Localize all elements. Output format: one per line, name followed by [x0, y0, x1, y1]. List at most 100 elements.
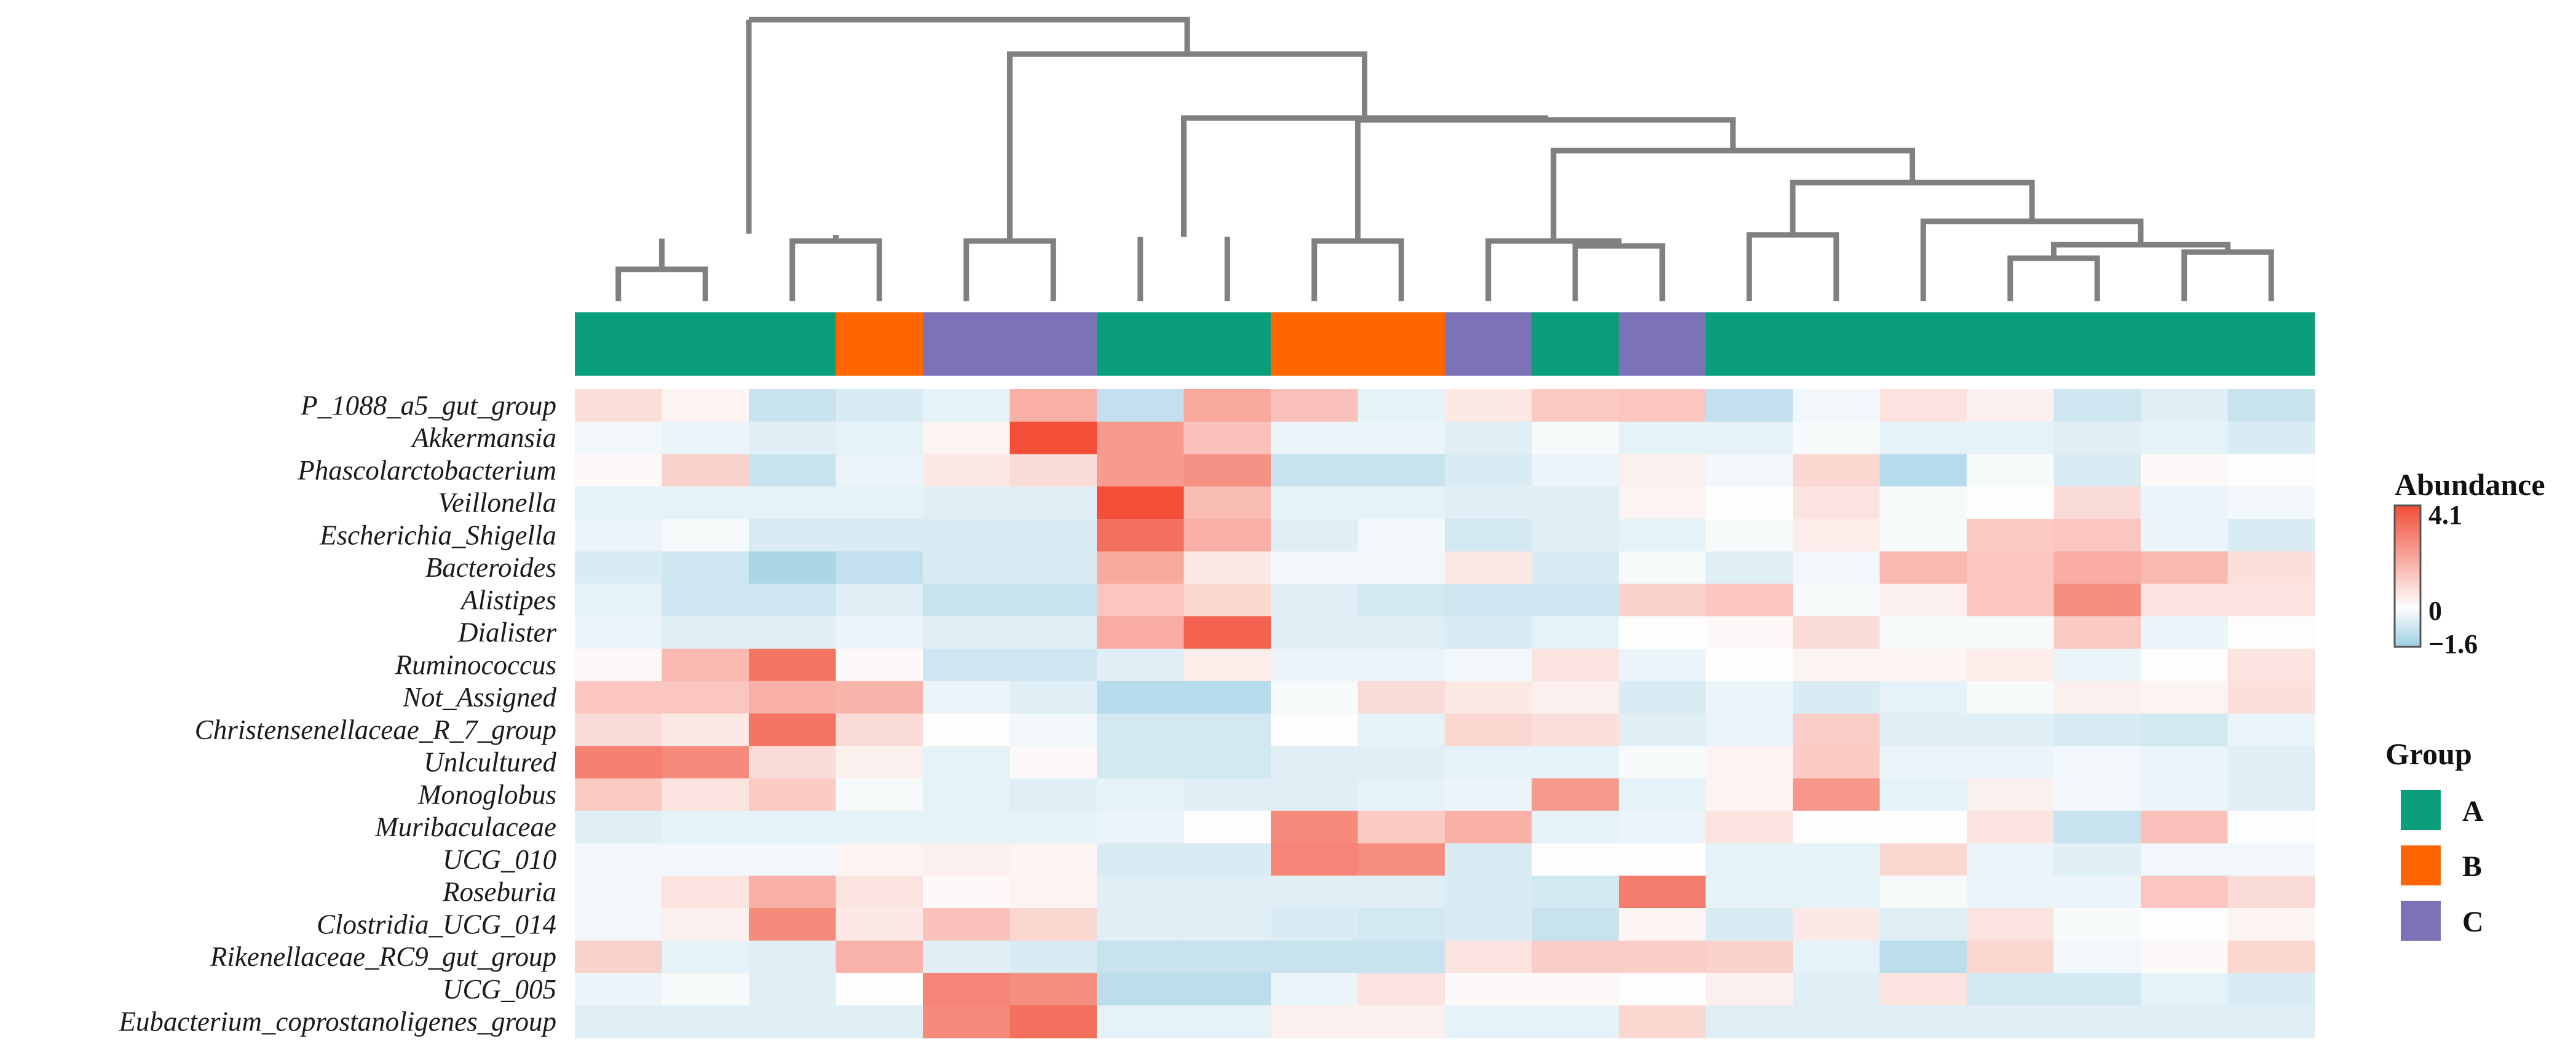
dendrogram-branch: [2007, 255, 2100, 301]
heatmap-cell: [575, 843, 663, 876]
row-label: Roseburia: [442, 877, 556, 908]
heatmap-cell: [1183, 519, 1271, 552]
heatmap-cell: [1271, 421, 1359, 455]
heatmap-cell: [1879, 746, 1967, 779]
heatmap-cell: [1445, 973, 1533, 1006]
dendrogram-branch: [963, 238, 1056, 301]
heatmap-cell: [1705, 551, 1793, 585]
heatmap-cell: [1445, 616, 1533, 649]
heatmap-cell: [2141, 908, 2229, 941]
row-label: Eubacterium_coprostanoligenes_group: [118, 1007, 556, 1037]
heatmap-cell: [1271, 681, 1359, 714]
heatmap-cell: [2227, 421, 2315, 455]
heatmap-cell: [575, 649, 663, 682]
heatmap-cell: [1879, 973, 1967, 1006]
heatmap-cell: [1967, 1005, 2055, 1038]
heatmap-cell: [2053, 713, 2141, 746]
heatmap-cell: [836, 616, 923, 649]
heatmap-cell: [662, 551, 749, 585]
heatmap-cell: [1097, 454, 1185, 487]
heatmap-cell: [1531, 1005, 1619, 1038]
heatmap-cell: [1183, 973, 1271, 1006]
heatmap-cell: [923, 454, 1011, 487]
heatmap-cell: [1793, 843, 1881, 876]
heatmap-cell: [1705, 389, 1793, 422]
heatmap-cell: [749, 583, 837, 617]
heatmap-cell: [575, 973, 663, 1006]
group-label-a: A: [2462, 795, 2484, 828]
heatmap-cell: [1009, 843, 1097, 876]
heatmap-cell: [1097, 616, 1185, 649]
heatmap-cell: [662, 519, 749, 552]
heatmap-cell: [1009, 973, 1097, 1006]
heatmap-cell: [1879, 713, 1967, 746]
heatmap-cell: [1097, 713, 1185, 746]
heatmap-cell: [923, 519, 1011, 552]
heatmap-cell: [1879, 583, 1967, 617]
heatmap-cell: [1183, 454, 1271, 487]
heatmap-cell: [749, 876, 837, 909]
heatmap-cell: [749, 519, 837, 552]
heatmap-cell: [1619, 713, 1707, 746]
heatmap-cell: [2227, 843, 2315, 876]
heatmap-cell: [662, 583, 749, 617]
heatmap-cell: [1531, 843, 1619, 876]
heatmap-cell: [1183, 940, 1271, 974]
heatmap-cell: [1183, 421, 1271, 455]
heatmap-cell: [2053, 583, 2141, 617]
heatmap-cell: [2227, 519, 2315, 552]
row-label: Veillonella: [438, 488, 556, 518]
heatmap-cell: [1183, 616, 1271, 649]
heatmap-cell: [2227, 486, 2315, 520]
heatmap-cell: [1967, 713, 2055, 746]
heatmap-cell: [1967, 876, 2055, 909]
heatmap-cell: [1097, 649, 1185, 682]
heatmap-cell: [2053, 843, 2141, 876]
heatmap-cell: [1793, 746, 1881, 779]
heatmap-cell: [1183, 908, 1271, 941]
heatmap-cell: [749, 421, 837, 455]
heatmap-cell: [2141, 843, 2229, 876]
heatmap-cell: [1619, 778, 1707, 812]
heatmap-cell: [1009, 681, 1097, 714]
heatmap-cell: [575, 486, 663, 520]
heatmap-cell: [1445, 454, 1533, 487]
heatmap-cell: [575, 421, 663, 455]
heatmap-cell: [1967, 908, 2055, 941]
heatmap-cell: [575, 519, 663, 552]
heatmap-cell: [923, 681, 1011, 714]
heatmap-cell: [2053, 908, 2141, 941]
heatmap-cell: [1793, 616, 1881, 649]
heatmap-cell: [1793, 551, 1881, 585]
row-label: Phascolarctobacterium: [297, 455, 556, 486]
heatmap-cell: [575, 1005, 663, 1038]
row-label: Christensenellaceae_R_7_group: [195, 714, 556, 745]
heatmap-cell: [836, 551, 923, 585]
heatmap-cell: [749, 713, 837, 746]
group-swatch-a: [2401, 790, 2441, 830]
row-label: Alistipes: [459, 585, 556, 615]
group-cell: [1357, 312, 1445, 376]
heatmap-cell: [1531, 649, 1619, 682]
heatmap-cell: [1531, 551, 1619, 585]
heatmap-cell: [836, 746, 923, 779]
dendrogram-branch: [1572, 243, 1665, 301]
heatmap-cell: [662, 389, 749, 422]
heatmap-cell: [1531, 746, 1619, 779]
heatmap-cell: [2053, 973, 2141, 1006]
heatmap-cell: [2141, 810, 2229, 844]
heatmap-cell: [1271, 973, 1359, 1006]
heatmap-cell: [836, 908, 923, 941]
heatmap-cell: [1619, 454, 1707, 487]
abundance-colorbar: [2393, 504, 2422, 648]
heatmap-cell: [923, 746, 1011, 779]
group-cell: [2053, 312, 2141, 376]
heatmap-cell: [1357, 649, 1445, 682]
heatmap-cell: [836, 810, 923, 844]
heatmap-cell: [1705, 421, 1793, 455]
heatmap-cell: [749, 681, 837, 714]
heatmap-cell: [662, 713, 749, 746]
heatmap-cell: [1097, 908, 1185, 941]
heatmap-cell: [923, 551, 1011, 585]
heatmap-cell: [2141, 876, 2229, 909]
